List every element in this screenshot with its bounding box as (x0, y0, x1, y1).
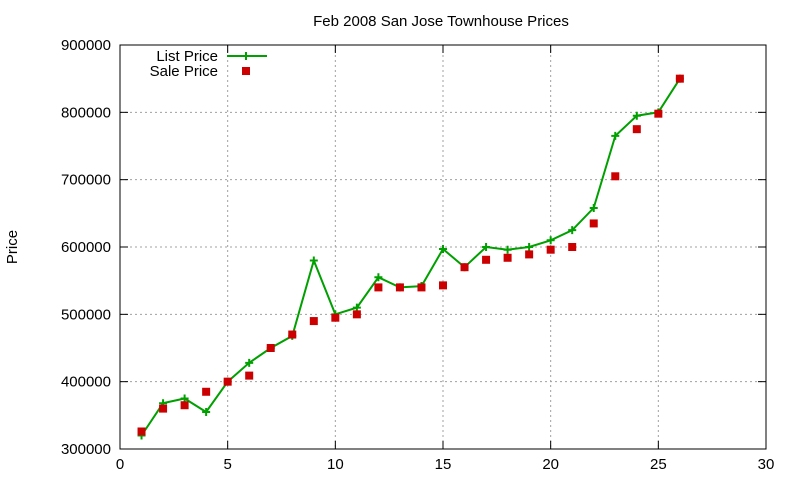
point-sale-price (568, 243, 577, 251)
point-list-price (180, 394, 189, 403)
point-sale-price (611, 172, 620, 181)
legend: List Price Sale Price (150, 48, 267, 80)
x-tick-label: 20 (542, 456, 559, 473)
chart-title: Feb 2008 San Jose Townhouse Prices (313, 13, 569, 30)
point-sale-price (525, 250, 534, 259)
legend-marker-sale-price (242, 67, 250, 75)
point-sale-price (288, 330, 297, 339)
y-tick-label: 800000 (61, 104, 111, 121)
point-sale-price (395, 283, 404, 292)
point-sale-price (503, 253, 512, 262)
point-list-price (611, 131, 620, 140)
point-sale-price (632, 125, 641, 134)
point-sale-price (460, 263, 469, 272)
point-list-price (482, 243, 491, 251)
axis-ticks: 300000 400000 500000 600000 700000 800000 9000… (61, 37, 774, 473)
point-sale-price (309, 317, 318, 326)
point-list-price (202, 407, 211, 416)
point-sale-price (439, 281, 447, 290)
x-tick-label: 30 (758, 456, 775, 473)
x-tick-label: 10 (327, 456, 344, 473)
point-list-price (525, 243, 534, 251)
point-list-price (503, 245, 512, 254)
point-sale-price (675, 74, 684, 83)
y-axis-label: Price (4, 230, 21, 264)
point-sale-price (137, 427, 146, 436)
point-sale-price (202, 387, 211, 396)
point-list-price (309, 256, 318, 265)
point-sale-price (352, 310, 361, 319)
x-tick-label: 15 (435, 456, 452, 473)
x-tick-label: 5 (223, 456, 231, 473)
point-list-price (546, 236, 555, 245)
legend-marker-list-price (242, 52, 250, 60)
point-sale-price (482, 255, 491, 264)
point-sale-price (266, 344, 275, 352)
point-list-price (439, 245, 447, 254)
y-tick-label: 900000 (61, 37, 111, 54)
point-sale-price (180, 401, 189, 410)
y-tick-label: 400000 (61, 374, 111, 391)
point-list-price (352, 303, 361, 312)
point-list-price (589, 203, 598, 212)
x-tick-label: 0 (116, 456, 124, 473)
point-sale-price (245, 371, 254, 380)
y-tick-label: 600000 (61, 239, 111, 256)
point-list-price (632, 111, 641, 120)
point-sale-price (654, 109, 663, 118)
plot-frame (119, 44, 767, 450)
point-sale-price (589, 219, 598, 228)
point-list-price (245, 358, 254, 367)
point-sale-price (417, 283, 426, 292)
point-sale-price (331, 313, 340, 322)
y-tick-label: 300000 (61, 441, 111, 458)
point-sale-price (374, 283, 383, 292)
y-tick-label: 700000 (61, 172, 111, 189)
point-sale-price (546, 245, 555, 254)
series-layer (137, 74, 684, 440)
x-tick-label: 25 (650, 456, 667, 473)
point-list-price (374, 273, 383, 282)
legend-label-list-price: List Price (156, 48, 218, 65)
y-tick-label: 500000 (61, 306, 111, 323)
point-list-price (568, 226, 577, 235)
legend-label-sale-price: Sale Price (150, 63, 218, 80)
point-sale-price (159, 404, 168, 413)
point-sale-price (223, 377, 232, 386)
